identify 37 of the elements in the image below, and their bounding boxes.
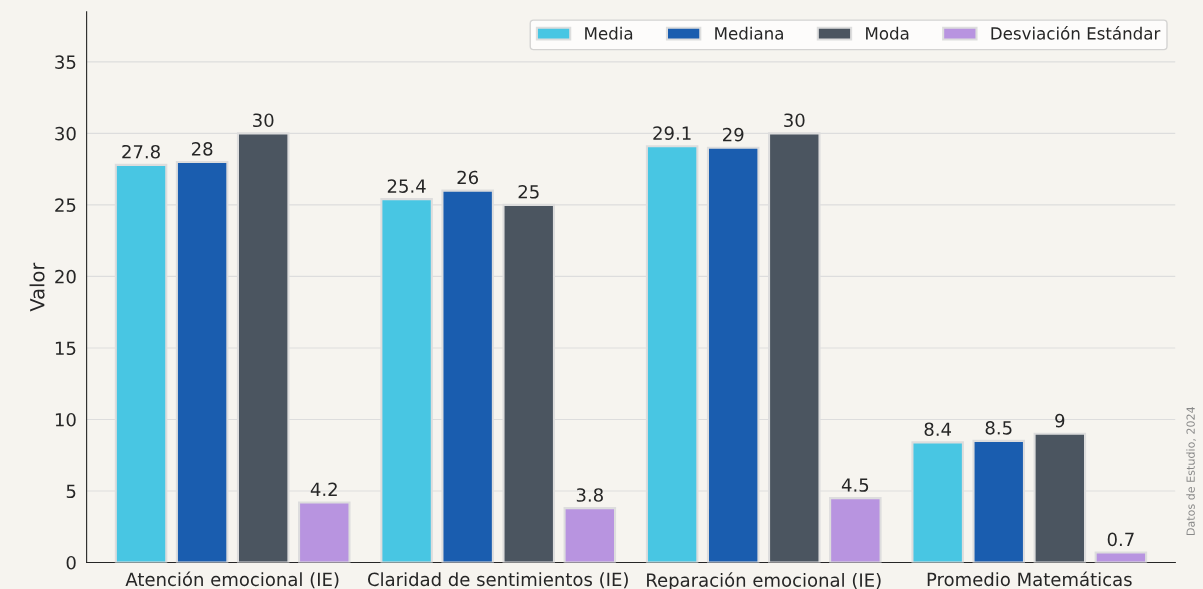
data-label: 25 [518, 184, 539, 199]
y-tick-label: 0 [66, 555, 76, 570]
legend-label: Moda [866, 26, 909, 40]
y-tick-label: 15 [55, 341, 76, 356]
y-tick-label: 5 [66, 484, 76, 499]
data-label: 28 [191, 142, 213, 156]
y-tick-label: 30 [55, 126, 76, 141]
legend-label: Mediana [715, 26, 783, 40]
y-tick-label: 20 [55, 269, 76, 284]
data-label: 25.4 [387, 179, 426, 193]
data-label: 8.4 [924, 422, 952, 437]
text: Datos de Estudio, 2024 [1186, 406, 1196, 535]
legend-label: Media [585, 26, 633, 40]
data-label: 4.5 [841, 478, 869, 492]
y-axis-title: Valor [29, 262, 45, 312]
x-tick-label: Claridad de sentimientos (IE) [367, 572, 628, 589]
data-label: 3.8 [576, 488, 603, 502]
bar [298, 501, 351, 563]
data-label: 30 [784, 113, 805, 128]
data-label: 27.8 [122, 144, 160, 159]
legend-label: Desviación Estándar [991, 26, 1161, 40]
y-tick-label: 10 [55, 412, 76, 427]
data-label: 29.1 [653, 126, 691, 140]
bar [829, 497, 882, 563]
data-label: 29 [723, 127, 744, 142]
data-label: 0.7 [1107, 532, 1134, 547]
bar [563, 507, 617, 563]
data-label: 30 [253, 113, 274, 128]
x-tick-label: Atención emocional (IE) [125, 571, 339, 589]
data-label: 8.5 [985, 420, 1012, 435]
y-tick-label: 25 [55, 198, 76, 212]
x-tick-label: Promedio Matemáticas [927, 571, 1132, 587]
y-tick-label: 35 [55, 55, 76, 69]
data-label: 4.2 [310, 482, 337, 496]
data-label: 9 [1055, 413, 1065, 428]
bar [1094, 551, 1148, 563]
data-label: 26 [457, 170, 479, 185]
